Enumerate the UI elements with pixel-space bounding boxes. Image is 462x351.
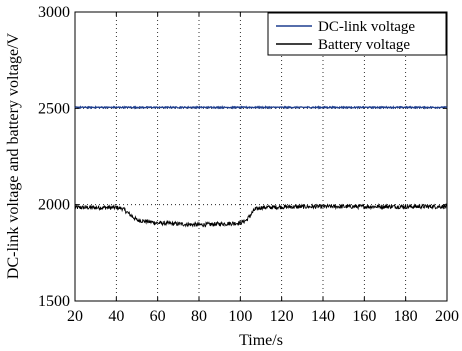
x-tick-label: 160 — [352, 308, 376, 325]
plot-area — [74, 11, 448, 302]
axis-ticks: 20 40 60 80 100 120 140 160 180 200 1500 2000 2500 30… — [38, 4, 459, 325]
x-tick-label: 120 — [270, 308, 294, 325]
legend-label-dc-link: DC-link voltage — [318, 19, 415, 35]
x-tick-label: 40 — [108, 308, 124, 325]
x-tick-label: 100 — [228, 308, 252, 325]
legend-label-battery: Battery voltage — [318, 37, 410, 53]
y-tick-label: 3000 — [38, 4, 70, 21]
y-tick-label: 2500 — [38, 100, 70, 117]
series-group — [74, 105, 448, 228]
legend-box — [267, 12, 447, 56]
x-tick-label: 20 — [67, 308, 83, 325]
y-tick-label: 2000 — [38, 197, 70, 214]
x-tick-label: 140 — [311, 308, 335, 325]
x-axis-label: Time/s — [239, 332, 283, 349]
x-tick-label: 200 — [435, 308, 459, 325]
x-tick-label: 60 — [150, 308, 166, 325]
x-tick-label: 180 — [394, 308, 418, 325]
series-line-dc-link-voltage — [74, 105, 448, 110]
grid-lines — [75, 12, 447, 301]
y-axis-label: DC-link voltage and battery voltage/V — [5, 32, 22, 279]
legend: DC-link voltage Battery voltage — [267, 12, 447, 56]
y-tick-label: 1500 — [38, 293, 70, 310]
series-line-battery-voltage — [74, 202, 448, 228]
x-tick-label: 80 — [191, 308, 207, 325]
